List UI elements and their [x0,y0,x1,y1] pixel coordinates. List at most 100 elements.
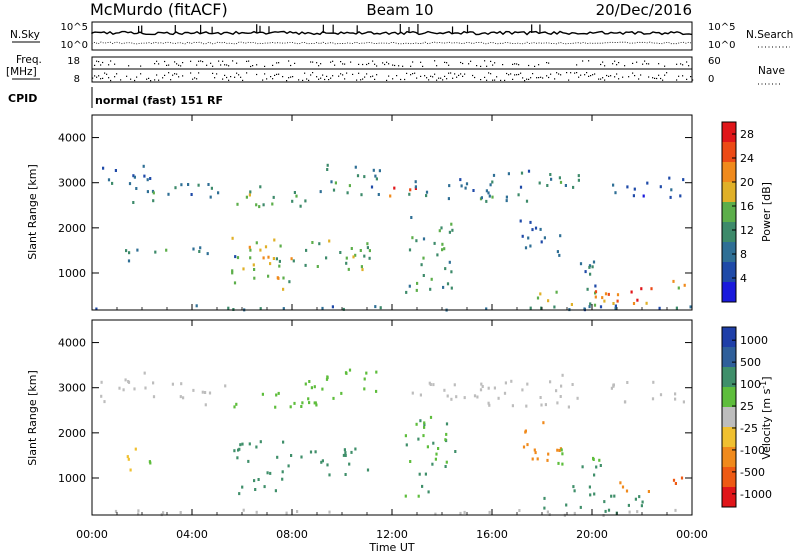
nave-dot [462,75,464,77]
nave-dot [546,62,548,64]
nave-dot [374,63,376,65]
data-cell [546,510,549,514]
data-cell [567,405,570,409]
noise-right-tick-top: 10^5 [708,22,735,33]
nave-dot [352,73,354,75]
data-cell [238,492,241,496]
data-cell [672,478,676,482]
nave-dot [602,77,604,79]
data-cell [443,388,446,392]
noise-left-tick-bottom: 10^0 [61,40,88,51]
station-title: McMurdo (fitACF) [90,0,228,19]
nave-dot [274,74,276,76]
data-cell [592,260,596,264]
data-cell [152,199,155,203]
data-cell [393,186,396,190]
data-cell [613,494,616,498]
nave-dot [392,78,394,80]
data-cell [425,194,428,198]
data-cell [255,241,258,245]
nave-dot [176,73,178,75]
nave-dot [496,76,498,78]
data-cell [127,259,131,263]
nave-dot [198,72,200,74]
nave-dot [182,62,184,64]
data-cell [179,511,182,514]
colorbar-swatch [722,182,736,203]
data-cell [405,443,408,447]
nave-dot [256,73,258,76]
data-cell [300,455,303,459]
nave-dot [426,77,428,79]
data-cell [192,247,195,251]
data-cell [459,178,462,182]
nave-dot [374,78,376,80]
nave-dot [178,64,180,66]
nave-dot [368,62,370,65]
data-cell [344,451,347,455]
nave-dot [358,72,360,74]
x-tick-label: 16:00 [476,528,508,541]
data-cell [379,306,382,310]
nave-dot [328,79,330,81]
nave-dot [462,62,464,65]
data-cell [505,199,508,203]
nave-dot [382,62,384,64]
data-cell [315,403,318,407]
xlabel: Time UT [368,541,414,554]
data-cell [360,265,363,269]
data-cell [132,174,135,178]
data-cell [576,396,579,400]
nave-dot [476,65,478,67]
nave-dot [614,60,616,62]
nave-dot [246,72,248,74]
data-cell [423,421,426,425]
nave-dot [446,78,448,80]
data-cell [128,182,132,186]
nave-dot [276,62,278,64]
data-cell [348,462,351,466]
data-cell [114,509,118,513]
data-cell [583,307,586,311]
data-cell [444,465,447,468]
data-cell [675,306,678,310]
data-cell [519,219,522,223]
data-cell [561,462,564,466]
data-cell [645,301,648,305]
data-cell [422,237,426,241]
colorbar-swatch [722,467,736,488]
data-cell [233,405,236,409]
data-cell [233,449,236,453]
data-cell [304,263,307,267]
nave-dot [346,72,348,74]
data-cell [414,180,417,184]
nave-dot [550,73,552,75]
data-cell [350,450,353,454]
data-cell [658,306,661,310]
data-cell [540,240,543,244]
data-cell [487,191,490,195]
nave-dot [92,77,94,79]
data-cell [573,489,576,493]
data-cell [231,236,234,240]
data-cell [525,199,529,203]
data-cell [171,382,174,386]
nave-dot [304,72,306,74]
nave-dot [600,78,602,80]
data-cell [485,189,488,193]
colorbar-swatch [722,282,736,303]
nave-dot [422,65,424,67]
data-cell [599,305,603,309]
nave-dot [392,64,394,66]
data-cell [472,189,475,192]
nave-dot [278,73,280,75]
colorbar-swatch [722,327,736,348]
data-cell [375,370,378,374]
data-cell [556,250,559,254]
data-cell [543,236,546,240]
data-cell [252,263,255,267]
nave-tick-bottom: 0 [708,74,714,85]
nave-dot [416,77,418,79]
data-cell [450,270,453,274]
data-cell [310,386,313,390]
